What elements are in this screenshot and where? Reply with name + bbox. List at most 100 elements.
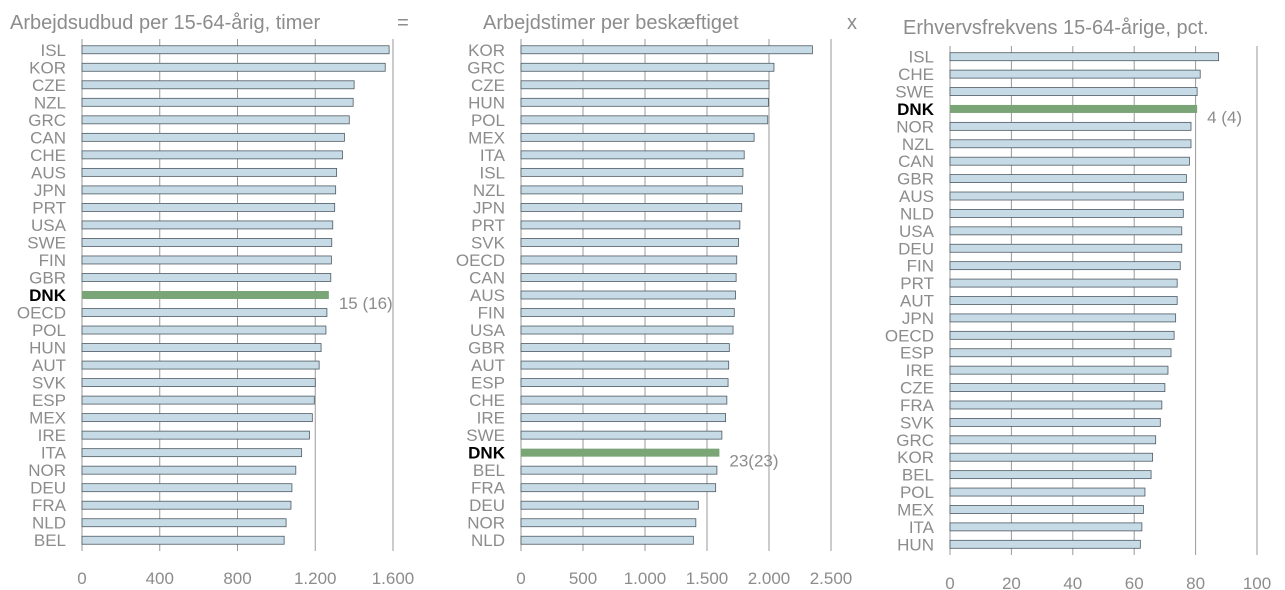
category-label: SWE <box>466 426 505 445</box>
bar <box>81 308 328 317</box>
bar <box>81 167 338 177</box>
category-label: FRA <box>900 396 935 415</box>
bar <box>949 522 1143 532</box>
category-label: FIN <box>907 257 934 276</box>
rank-annotation: 4 (4) <box>1207 108 1242 127</box>
bar <box>520 238 740 247</box>
category-label: PRT <box>900 274 934 293</box>
category-label: ITA <box>41 444 67 463</box>
bar <box>949 487 1146 497</box>
category-label: AUS <box>470 286 505 305</box>
category-label: NZL <box>34 93 66 112</box>
category-label: IRE <box>477 409 505 428</box>
category-label: CAN <box>898 152 934 171</box>
bar <box>81 360 320 370</box>
category-label: AUS <box>899 187 934 206</box>
bar <box>81 430 310 440</box>
category-label: BEL <box>34 531 66 550</box>
category-label: NOR <box>896 117 934 136</box>
bar <box>81 238 333 247</box>
bar-highlight-dnk <box>521 448 720 457</box>
bar <box>520 150 745 160</box>
bar <box>81 500 292 510</box>
category-label: DNK <box>897 100 935 119</box>
category-label: NOR <box>28 461 66 480</box>
bar <box>520 430 723 440</box>
bar <box>949 452 1154 462</box>
bar <box>520 483 717 493</box>
category-label: USA <box>31 216 67 235</box>
bar <box>520 325 734 335</box>
bar <box>520 413 727 423</box>
times-operator: x <box>847 12 857 34</box>
x-tick-label: 20 <box>1002 574 1021 590</box>
category-label: DEU <box>898 239 934 258</box>
category-label: GRC <box>467 58 505 77</box>
category-label: USA <box>470 321 506 340</box>
category-label: MEX <box>897 500 934 519</box>
category-label: SWE <box>895 83 934 102</box>
category-label: POL <box>471 111 505 130</box>
rank-annotation: 15 (16) <box>339 294 393 313</box>
category-label: AUT <box>900 292 934 311</box>
chart-panel-2: Arbejdstimer per beskæftiget 0 500 1.000 1.5… <box>456 12 852 588</box>
bar <box>949 139 1192 149</box>
bar <box>949 87 1198 96</box>
bar <box>949 348 1172 358</box>
category-label: CAN <box>30 128 66 147</box>
bar <box>520 273 737 282</box>
bar <box>520 115 769 125</box>
category-label: DEU <box>469 496 505 515</box>
bar <box>81 378 316 387</box>
x-tick-label: 60 <box>1125 574 1144 590</box>
category-label: ESP <box>900 344 934 363</box>
bar <box>520 185 743 195</box>
bar <box>81 132 345 142</box>
category-label: SVK <box>32 374 67 393</box>
category-label: ESP <box>32 391 66 410</box>
bar <box>81 343 322 352</box>
category-label: CAN <box>469 268 505 287</box>
category-label: KOR <box>468 41 505 60</box>
bar <box>949 539 1141 549</box>
category-label: POL <box>900 483 934 502</box>
category-label: CHE <box>30 146 66 165</box>
bar <box>949 69 1201 79</box>
category-label: OECD <box>456 251 505 270</box>
category-label: DNK <box>29 286 67 305</box>
x-tick-label: 0 <box>77 569 86 588</box>
category-label: ISL <box>479 163 505 182</box>
category-label: KOR <box>29 58 66 77</box>
category-label: NOR <box>467 514 505 533</box>
category-label: JPN <box>473 198 505 217</box>
bar <box>949 278 1178 288</box>
category-label: ESP <box>471 374 505 393</box>
bar <box>949 156 1190 166</box>
category-label: SVK <box>471 233 506 252</box>
bar <box>949 470 1152 480</box>
category-label: GBR <box>897 170 934 189</box>
bar <box>81 97 354 107</box>
category-label: BEL <box>473 461 505 480</box>
bar <box>81 535 285 545</box>
category-label: FIN <box>478 304 505 323</box>
category-label: IRE <box>906 361 934 380</box>
bar <box>949 209 1184 218</box>
bar <box>81 62 386 72</box>
bar <box>81 325 327 335</box>
category-label: MEX <box>468 128 505 147</box>
category-label: NZL <box>902 135 934 154</box>
category-label: GBR <box>29 268 66 287</box>
bar <box>81 203 336 212</box>
category-label: HUN <box>29 339 66 358</box>
x-tick-label: 0 <box>945 574 954 590</box>
category-label: POL <box>32 321 66 340</box>
bar <box>81 448 303 458</box>
bar <box>949 174 1187 184</box>
bar <box>949 505 1144 514</box>
x-tick-label: 80 <box>1186 574 1205 590</box>
category-label: CZE <box>32 76 66 95</box>
bar <box>520 220 741 230</box>
